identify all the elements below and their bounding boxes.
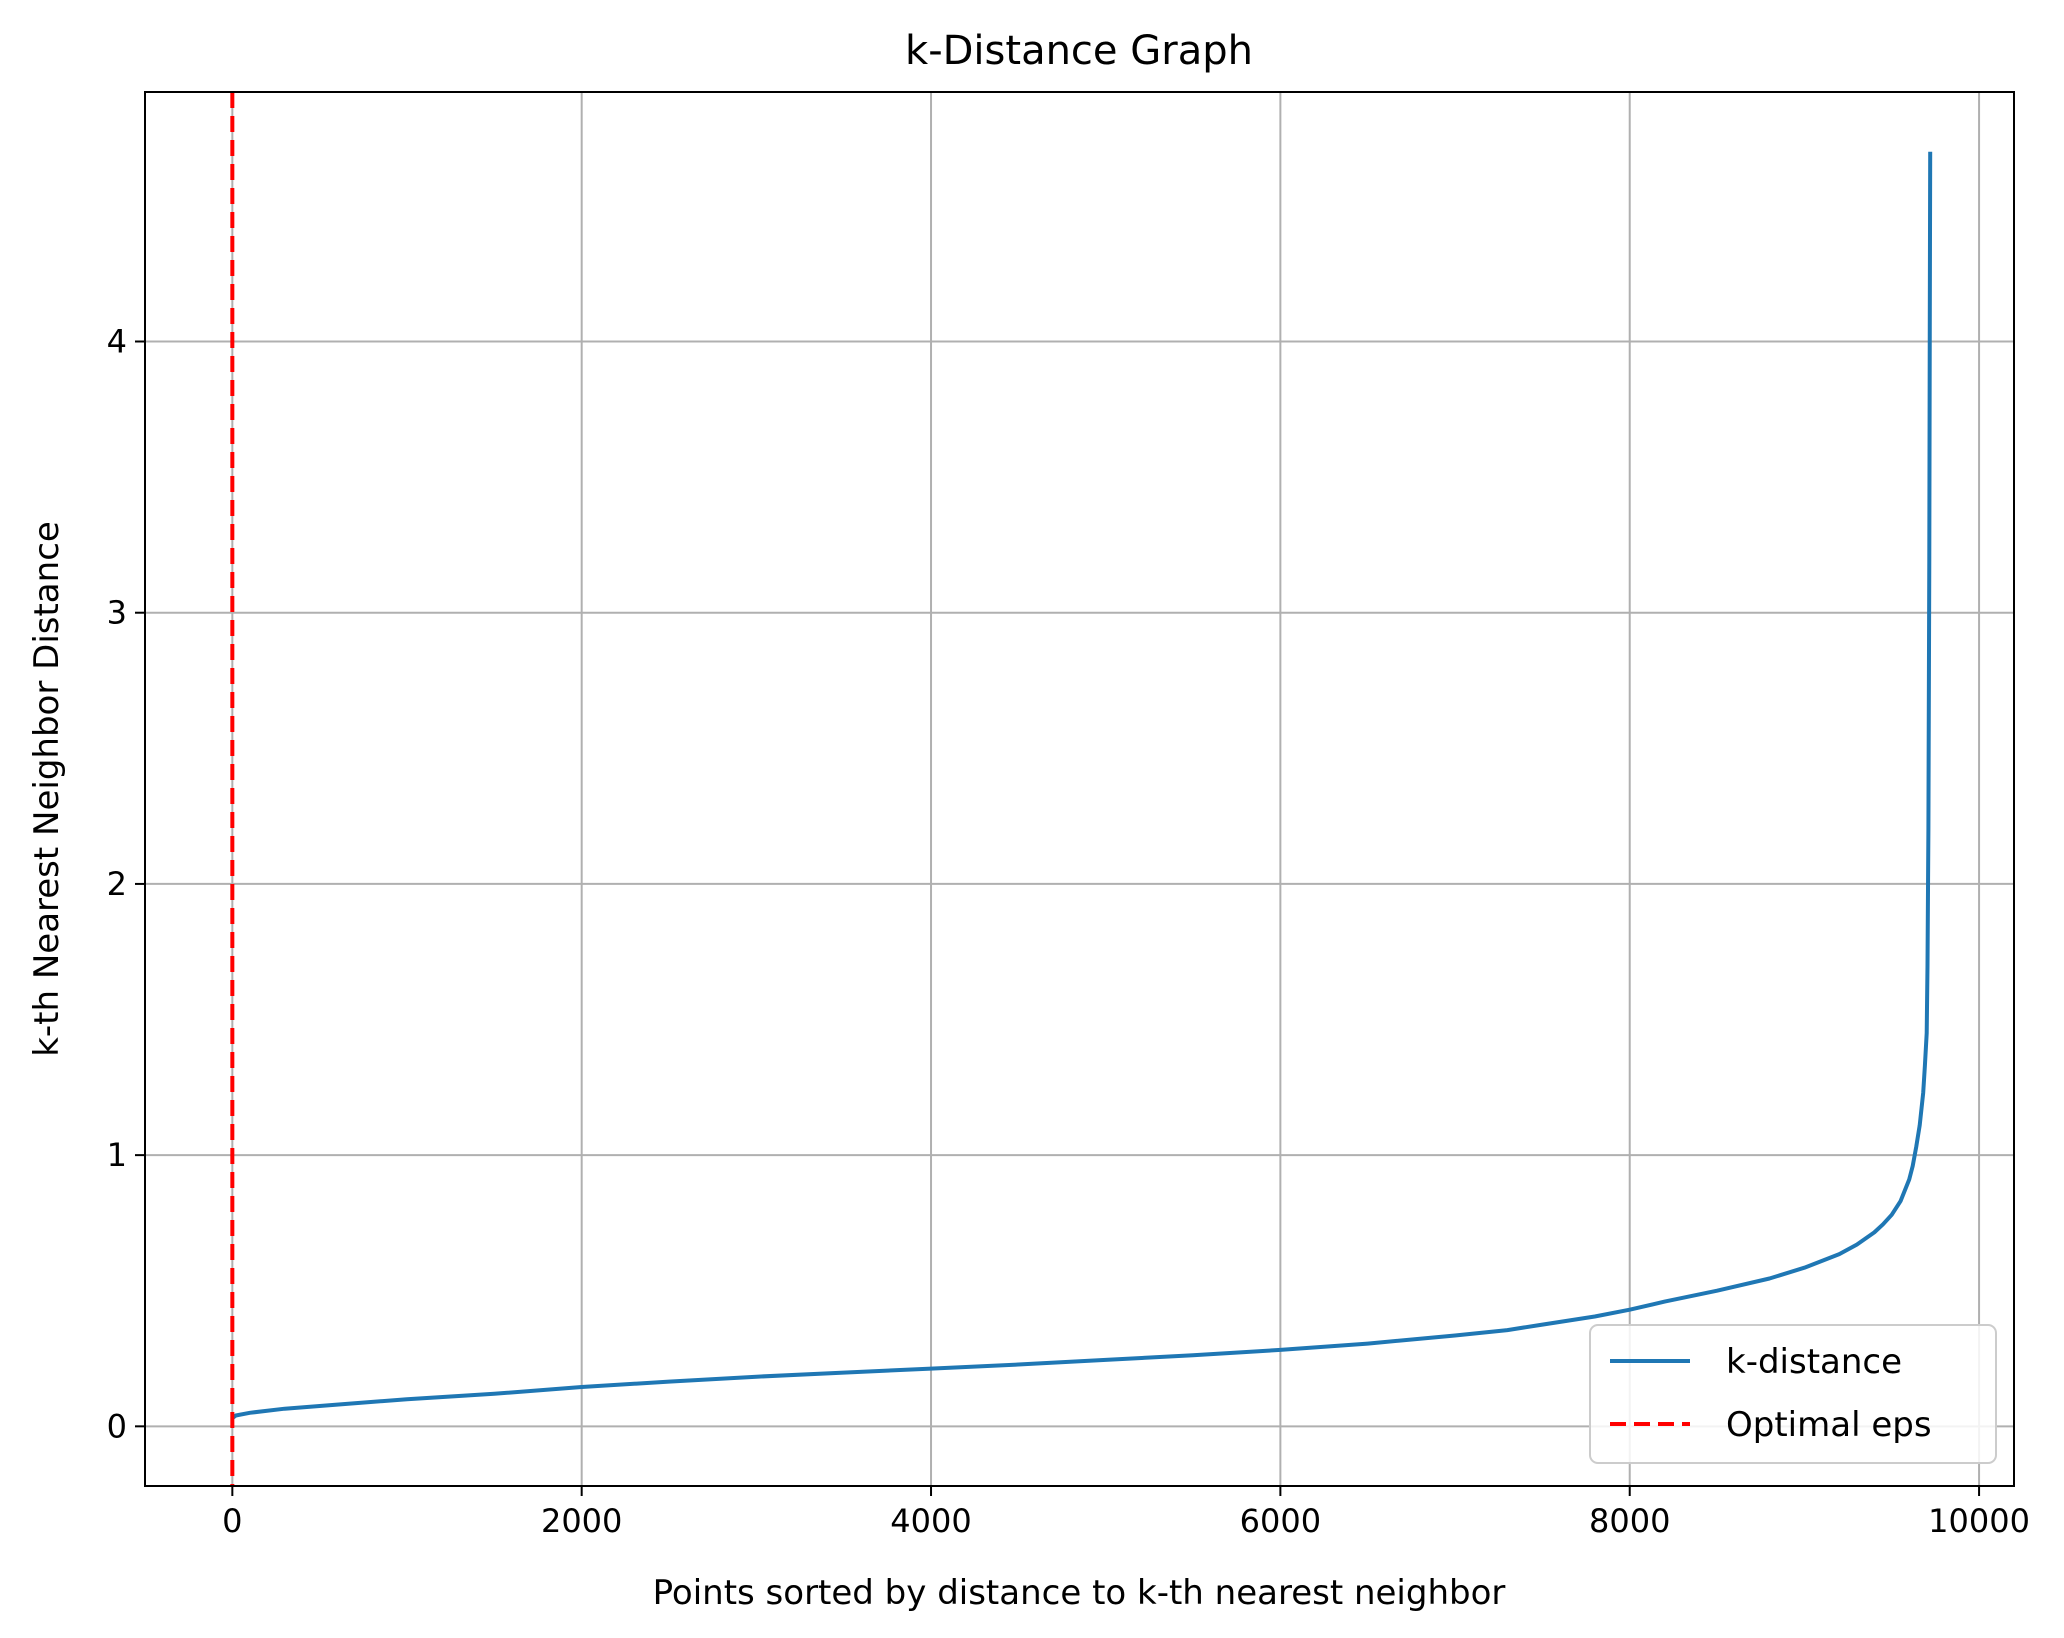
legend-label-k-distance: k-distance	[1726, 1342, 1902, 1382]
tick-layer: 0 2000 4000 6000 8000 10000 0 1 2 3 4	[107, 323, 2030, 1540]
legend-box	[1589, 1324, 1997, 1464]
plot-frame	[144, 91, 2015, 1487]
y-tick-label: 2	[107, 865, 127, 903]
legend: k-distance Optimal eps	[1589, 1324, 1997, 1464]
series-line-k-distance	[231, 151, 1933, 1420]
x-tick-label: 6000	[1240, 1502, 1321, 1540]
y-tick-label: 3	[107, 594, 127, 632]
x-tick-label: 0	[222, 1502, 242, 1540]
y-tick-label: 1	[107, 1136, 127, 1174]
y-tick-label: 4	[107, 323, 127, 361]
x-tick-label: 4000	[890, 1502, 971, 1540]
y-axis-label: k-th Nearest Neighbor Distance	[27, 521, 67, 1057]
chart-title: k-Distance Graph	[905, 28, 1253, 74]
legend-label-optimal-eps: Optimal eps	[1726, 1405, 1932, 1445]
x-tick-label: 8000	[1589, 1502, 1670, 1540]
x-axis-label: Points sorted by distance to k-th neares…	[653, 1573, 1506, 1613]
grid-layer	[145, 92, 2014, 1486]
y-tick-label: 0	[107, 1407, 127, 1445]
series-layer	[230, 92, 1933, 1486]
x-tick-label: 10000	[1928, 1502, 2030, 1540]
x-tick-label: 2000	[541, 1502, 622, 1540]
